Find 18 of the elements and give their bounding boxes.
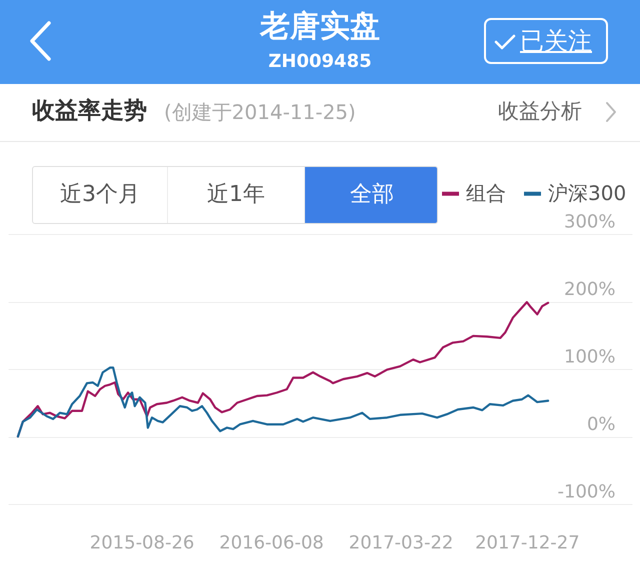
follow-button: 已关注	[484, 18, 608, 64]
x-tick-label: 2017-03-22	[348, 532, 454, 554]
legend-label: 沪深300	[548, 180, 626, 205]
x-tick-label: 2016-06-08	[219, 532, 324, 554]
tab-bar: 近3个月 近1年 全部	[32, 166, 438, 224]
y-tick-label: 0%	[586, 414, 616, 435]
x-tick-label: 2017-12-27	[475, 532, 580, 554]
chart-title: 老唐实盘	[260, 9, 380, 44]
text: 收益分析	[498, 98, 582, 124]
legend-label: 组合	[466, 180, 506, 205]
text: (创建于2014-11-25)	[164, 99, 356, 125]
x-tick-label: 2015-08-26	[90, 532, 194, 554]
y-tick-label: -100%	[558, 482, 616, 502]
y-tick-label: 100%	[564, 346, 616, 368]
chart-subtitle: ZH009485	[268, 51, 372, 72]
y-tick-label: 300%	[564, 212, 616, 232]
text: 收益率走势	[32, 97, 147, 125]
y-tick-label: 200%	[564, 279, 616, 300]
